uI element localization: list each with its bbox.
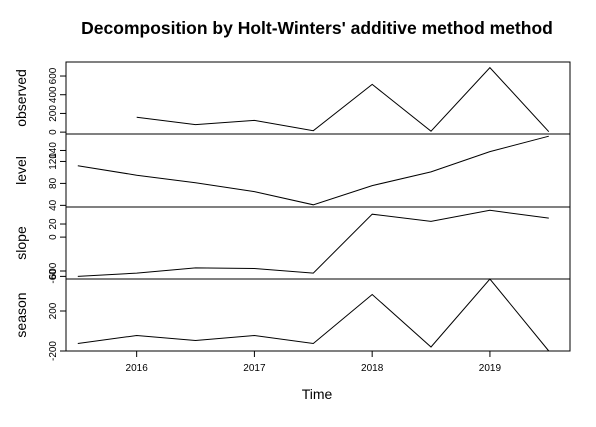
x-tick-label: 2016 [126,363,149,374]
x-axis-title: Time [302,386,333,402]
y-tick-label-observed: 0 [48,129,59,135]
y-tick-label-slope: 0 [48,234,59,240]
x-tick-label: 2018 [361,363,384,374]
x-tick-label: 2019 [479,363,502,374]
panel-observed: 0 200 400 600 observed [13,61,571,135]
panel-label-level: level [13,156,29,185]
y-tick-label-observed: 600 [48,67,59,84]
y-tick-label-level: 40 [48,199,59,211]
panel-label-observed: observed [13,69,29,127]
y-tick-label-season: -200 [48,341,59,361]
series-line-season [77,278,550,352]
y-tick-label-season: 200 [48,302,59,319]
y-tick-label-season: 600 [48,262,59,279]
panel-frame-level [65,133,571,208]
series-line-slope [77,209,549,277]
y-tick-label-level: 140 [48,142,59,159]
panel-label-season: season [13,292,29,337]
panel-label-slope: slope [13,226,29,260]
y-tick-label-slope: 20 [48,218,59,230]
chart-title: Decomposition by Holt-Winters' additive … [81,18,553,38]
panel-slope: -60 0 20 slope [13,206,571,284]
y-tick-label-observed: 400 [48,86,59,103]
y-tick-label-slope: -60 [48,269,59,284]
x-axis: 2016 2017 2018 2019 [126,351,502,374]
panel-frame-season [65,278,571,352]
series-line-level [77,135,549,206]
y-tick-label-level: 80 [48,177,59,189]
x-tick-label: 2017 [243,363,266,374]
panel-season: -200 200 600 season [13,262,571,361]
series-line-observed [136,66,550,133]
y-tick-label-observed: 200 [48,105,59,122]
y-tick-label-level: 120 [48,153,59,170]
